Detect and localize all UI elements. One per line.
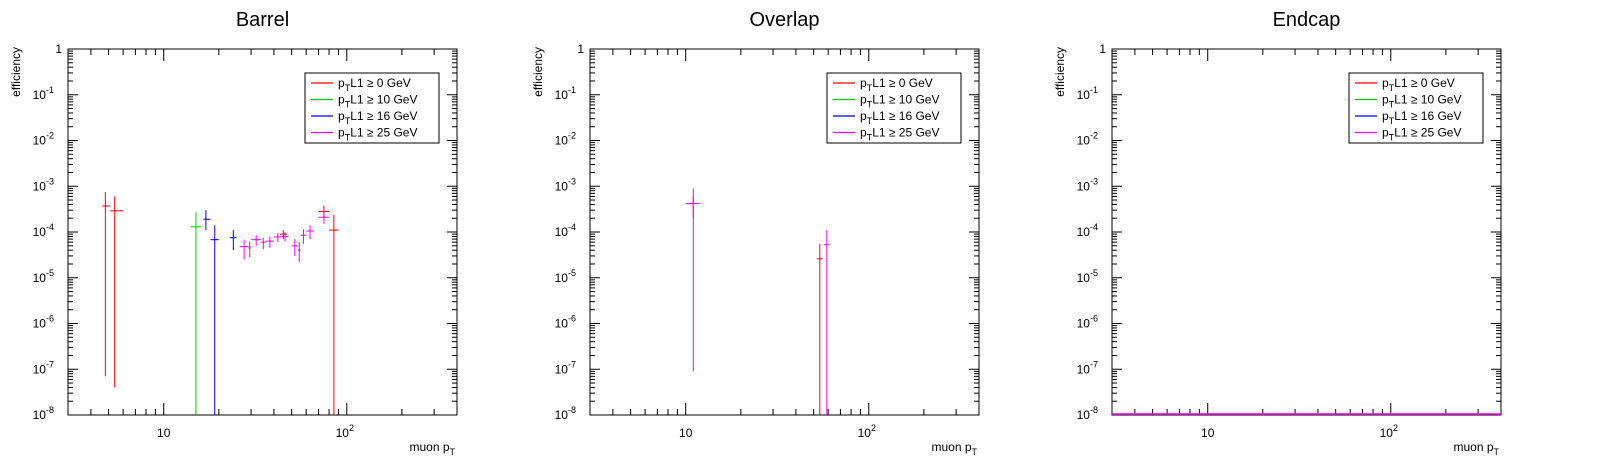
x-axis-title: muon pT — [1453, 440, 1499, 457]
legend-label: pTL1 ≥ 10 GeV — [860, 93, 939, 110]
legend-label: pTL1 ≥ 0 GeV — [860, 76, 933, 93]
data-point — [818, 257, 821, 260]
y-tick-label: 10-8 — [1077, 405, 1098, 422]
data-point — [333, 229, 335, 231]
y-tick-label: 10-4 — [33, 222, 54, 239]
y-axis-title: efficiency — [9, 47, 23, 97]
legend-label: pTL1 ≥ 16 GeV — [1382, 109, 1461, 126]
y-tick-label: 10-1 — [33, 85, 54, 102]
y-tick-label: 10-4 — [1077, 222, 1098, 239]
x-tick-label: 10 — [1201, 426, 1215, 440]
y-axis-title: efficiency — [531, 47, 545, 97]
data-point — [232, 236, 235, 239]
legend-label: pTL1 ≥ 0 GeV — [338, 76, 411, 93]
series-2 — [190, 212, 202, 415]
data-point — [255, 238, 257, 241]
legend-label: pTL1 ≥ 16 GeV — [860, 109, 939, 126]
y-tick-label: 10-1 — [1077, 85, 1098, 102]
x-tick-label: 10 — [679, 426, 693, 440]
data-point — [262, 241, 265, 243]
data-point — [205, 218, 207, 221]
y-tick-label: 1 — [55, 42, 62, 56]
y-tick-label: 10-7 — [1077, 359, 1098, 376]
data-point — [113, 210, 116, 212]
legend-box — [304, 72, 440, 144]
chart-title: Endcap — [1273, 9, 1341, 31]
x-tick-label: 10 — [157, 426, 171, 440]
series-4 — [239, 210, 330, 263]
y-tick-label: 10-6 — [555, 314, 576, 331]
legend-label: pTL1 ≥ 0 GeV — [1382, 76, 1455, 93]
x-axis-title: muon pT — [931, 440, 977, 457]
data-point — [248, 247, 251, 249]
y-axis-title: efficiency — [1053, 47, 1067, 97]
data-point — [298, 249, 301, 252]
y-tick-label: 10-2 — [33, 131, 54, 148]
legend-label: pTL1 ≥ 25 GeV — [1382, 126, 1461, 143]
data-point — [826, 243, 828, 246]
y-tick-label: 10-5 — [1077, 268, 1098, 285]
legend-box — [826, 72, 962, 144]
y-tick-label: 10-3 — [1077, 176, 1098, 193]
chart-panel-barrel: Barrel 10-8 10-7 10-6 10-5 10-4 10-3 10-2 10-1 1 1… — [9, 9, 458, 457]
x-tick-label: 102 — [336, 423, 354, 440]
y-tick-label: 10-7 — [555, 359, 576, 376]
data-point — [302, 234, 305, 237]
data-point — [269, 240, 271, 242]
y-tick-label: 1 — [1099, 42, 1106, 56]
y-tick-label: 10-5 — [555, 268, 576, 285]
legend-label: pTL1 ≥ 16 GeV — [338, 109, 417, 126]
data-point — [692, 202, 695, 205]
data-point — [323, 216, 325, 219]
y-tick-label: 10-8 — [33, 405, 54, 422]
series-3 — [203, 210, 237, 415]
data-point — [104, 205, 107, 207]
data-point — [277, 236, 279, 238]
series-1 — [689, 196, 823, 415]
y-tick-label: 10-3 — [555, 176, 576, 193]
legend-box — [1348, 72, 1484, 144]
y-tick-label: 10-2 — [555, 131, 576, 148]
legend-label: pTL1 ≥ 25 GeV — [860, 126, 939, 143]
y-tick-label: 10-3 — [33, 176, 54, 193]
y-tick-label: 10-6 — [1077, 314, 1098, 331]
data-point — [284, 235, 286, 238]
y-tick-label: 10-1 — [555, 85, 576, 102]
y-tick-label: 10-7 — [33, 359, 54, 376]
y-tick-label: 10-4 — [555, 222, 576, 239]
chart-title: Barrel — [236, 9, 289, 31]
chart-panel-endcap: Endcap 10-8 10-7 10-6 10-5 10-4 10-3 10-2 10-1 1 1… — [1053, 9, 1502, 457]
x-tick-label: 102 — [1380, 423, 1398, 440]
chart-title: Overlap — [749, 9, 819, 31]
data-point — [213, 238, 216, 241]
legend-label: pTL1 ≥ 25 GeV — [338, 126, 417, 143]
data-point — [195, 225, 197, 228]
data-point — [282, 233, 285, 235]
x-axis-title: muon pT — [409, 440, 455, 457]
data-point — [293, 244, 296, 247]
y-tick-label: 10-8 — [555, 405, 576, 422]
y-tick-label: 10-2 — [1077, 131, 1098, 148]
y-tick-label: 1 — [577, 42, 584, 56]
series-4 — [685, 188, 830, 415]
y-tick-label: 10-5 — [33, 268, 54, 285]
y-tick-label: 10-6 — [33, 314, 54, 331]
legend-label: pTL1 ≥ 10 GeV — [338, 93, 417, 110]
data-point — [243, 245, 245, 248]
data-point — [309, 230, 311, 232]
x-tick-label: 102 — [858, 423, 876, 440]
series-1 — [101, 191, 339, 415]
chart-panel-overlap: Overlap 10-8 10-7 10-6 10-5 10-4 10-3 10-2 10-1 1… — [531, 9, 980, 457]
legend-label: pTL1 ≥ 10 GeV — [1382, 93, 1461, 110]
